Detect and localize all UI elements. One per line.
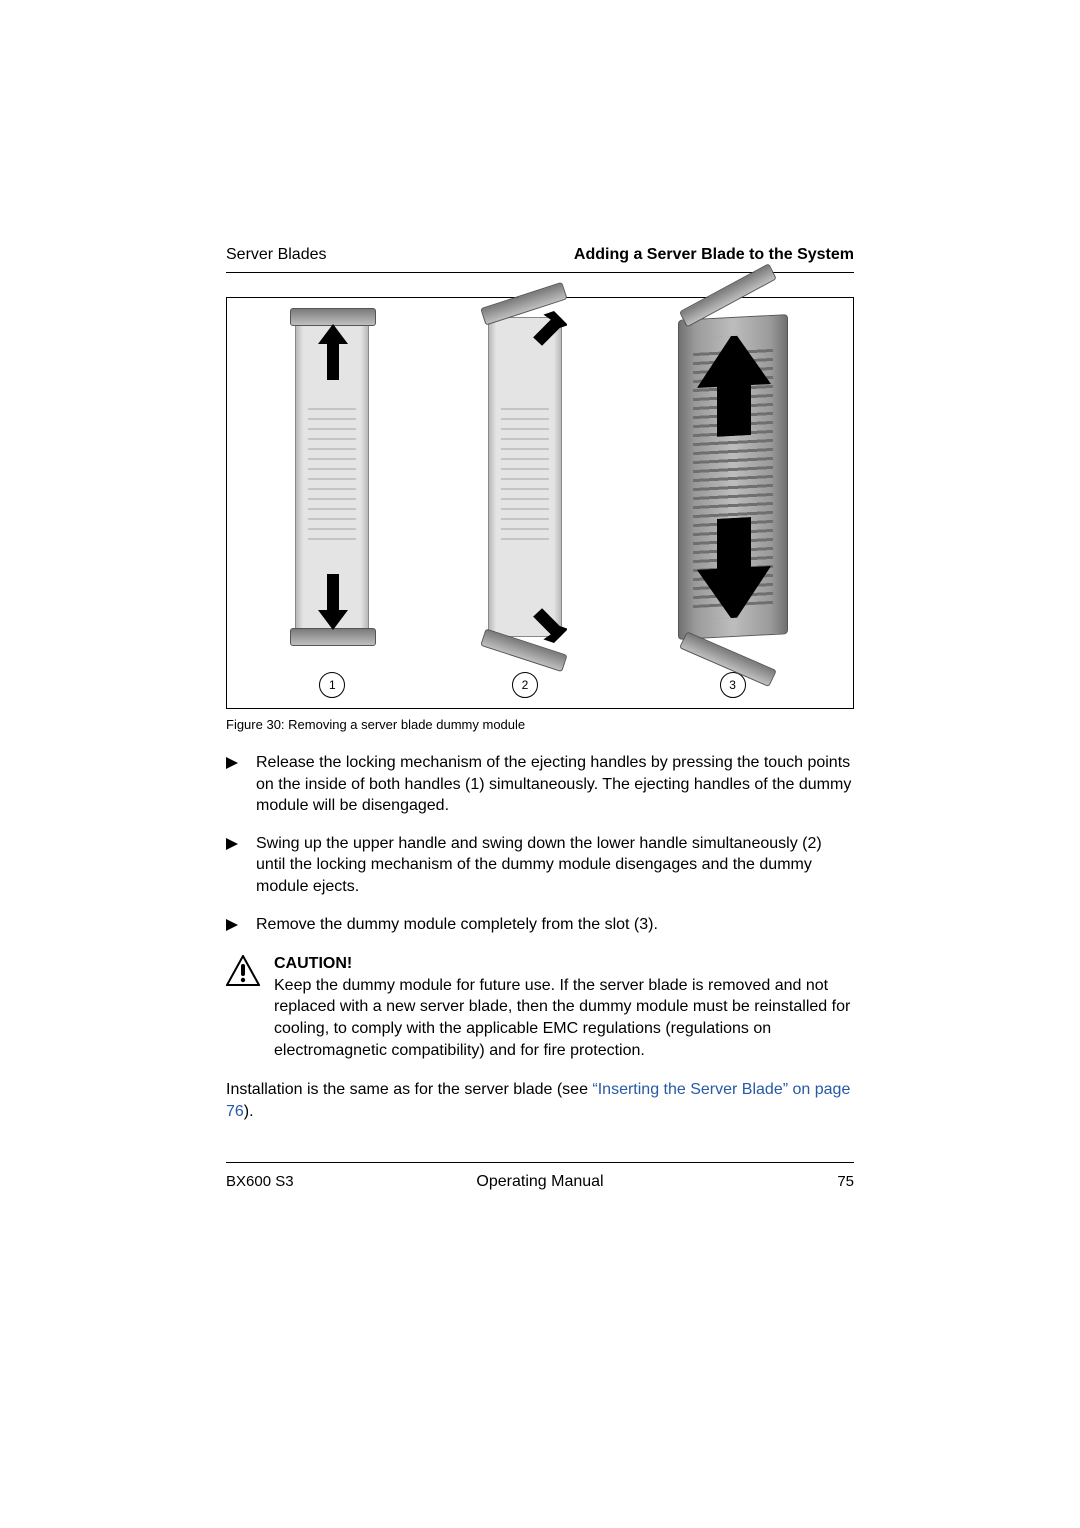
figure-panel-2: 2 <box>450 312 600 698</box>
caution-icon <box>226 953 260 1061</box>
arrow-eject-top-icon <box>697 334 771 438</box>
step-item: Release the locking mechanism of the eje… <box>226 752 854 817</box>
step-marker-icon <box>226 833 244 898</box>
page: Server Blades Adding a Server Blade to t… <box>0 0 1080 1528</box>
install-paragraph: Installation is the same as for the serv… <box>226 1079 854 1122</box>
figure-30: 1 2 <box>226 297 854 709</box>
figure-label-2: 2 <box>512 672 538 698</box>
step-marker-icon <box>226 752 244 817</box>
caution-body: CAUTION! Keep the dummy module for futur… <box>274 953 854 1061</box>
caution-text: Keep the dummy module for future use. If… <box>274 975 854 1061</box>
figure-label-3: 3 <box>720 672 746 698</box>
step-text: Release the locking mechanism of the eje… <box>256 752 854 817</box>
step-marker-icon <box>226 914 244 938</box>
step-item: Remove the dummy module completely from … <box>226 914 854 938</box>
header-section: Server Blades <box>226 246 327 264</box>
handle-bottom-icon <box>290 628 376 646</box>
figure-panel-3: 3 <box>643 312 823 698</box>
arrow-diag-down-icon <box>523 600 567 644</box>
step-item: Swing up the upper handle and swing down… <box>226 833 854 898</box>
arrow-up-icon <box>318 324 348 380</box>
footer-model: BX600 S3 <box>226 1173 294 1190</box>
blade-illustration <box>488 317 562 637</box>
arrow-diag-up-icon <box>523 310 567 354</box>
header-title: Adding a Server Blade to the System <box>574 246 854 264</box>
figure-panel-1: 1 <box>257 312 407 698</box>
step-text: Swing up the upper handle and swing down… <box>256 833 854 898</box>
install-text-post: ). <box>244 1103 254 1120</box>
footer-page-number: 75 <box>837 1173 854 1190</box>
install-text-pre: Installation is the same as for the serv… <box>226 1081 592 1098</box>
caution-title: CAUTION! <box>274 953 854 975</box>
caution-block: CAUTION! Keep the dummy module for futur… <box>226 953 854 1061</box>
blade-removed-illustration <box>678 314 788 640</box>
arrow-down-icon <box>318 574 348 630</box>
figure-label-1: 1 <box>319 672 345 698</box>
blade-illustration <box>295 317 369 637</box>
figure-caption: Figure 30: Removing a server blade dummy… <box>226 717 854 732</box>
footer-rule <box>226 1162 854 1163</box>
arrow-eject-bottom-icon <box>697 516 771 620</box>
step-text: Remove the dummy module completely from … <box>256 914 854 938</box>
page-footer: Operating Manual BX600 S3 75 <box>226 1173 854 1190</box>
